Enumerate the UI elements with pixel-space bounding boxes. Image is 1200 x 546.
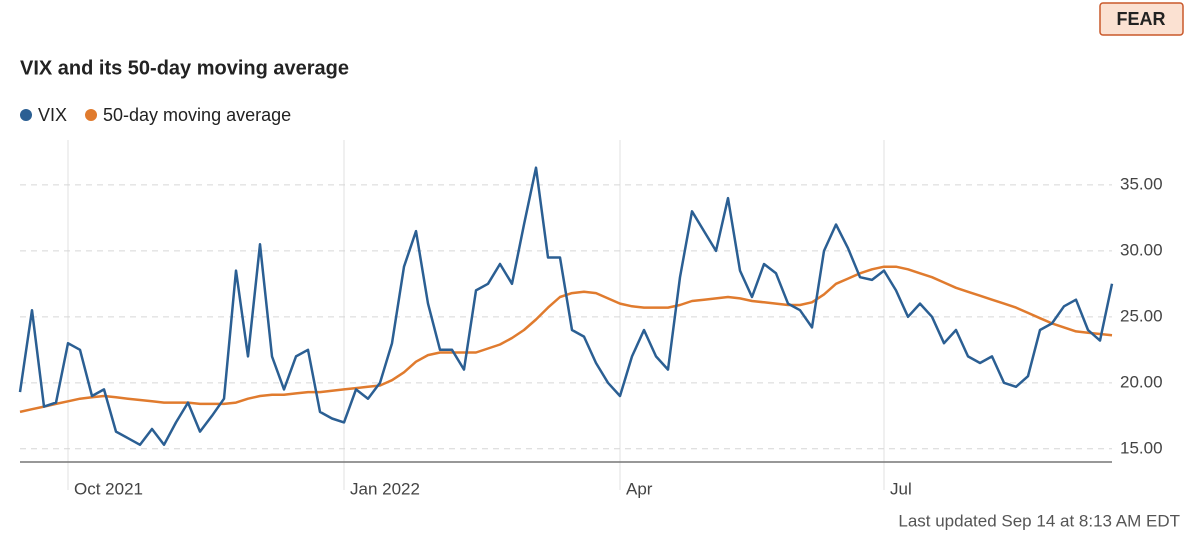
sentiment-badge <box>1099 2 1184 36</box>
y-tick-label: 25.00 <box>1120 306 1163 325</box>
y-tick-label: 35.00 <box>1120 174 1163 193</box>
x-tick-label: Oct 2021 <box>74 479 143 498</box>
x-tick-label: Apr <box>626 479 653 498</box>
legend-label: VIX <box>38 105 67 125</box>
chart-title: VIX and its 50-day moving average <box>20 57 349 79</box>
badge-text: FEAR <box>1117 9 1166 29</box>
legend-marker <box>85 109 98 121</box>
y-tick-label: 30.00 <box>1120 240 1163 259</box>
x-tick-label: Jan 2022 <box>350 479 420 498</box>
legend-label: 50-day moving average <box>103 105 291 125</box>
y-tick-label: 20.00 <box>1120 372 1163 391</box>
footer: Last updated Sep 14 at 8:13 AM EDT <box>898 511 1180 530</box>
series-line <box>18 166 1114 447</box>
legend-marker <box>20 109 32 121</box>
y-tick-label: 15.00 <box>1120 438 1163 457</box>
x-tick-label: Jul <box>890 479 912 498</box>
